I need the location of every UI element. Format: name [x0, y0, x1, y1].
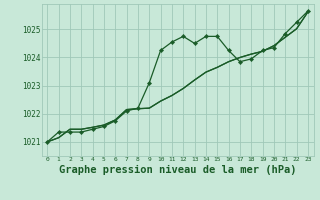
X-axis label: Graphe pression niveau de la mer (hPa): Graphe pression niveau de la mer (hPa)	[59, 165, 296, 175]
